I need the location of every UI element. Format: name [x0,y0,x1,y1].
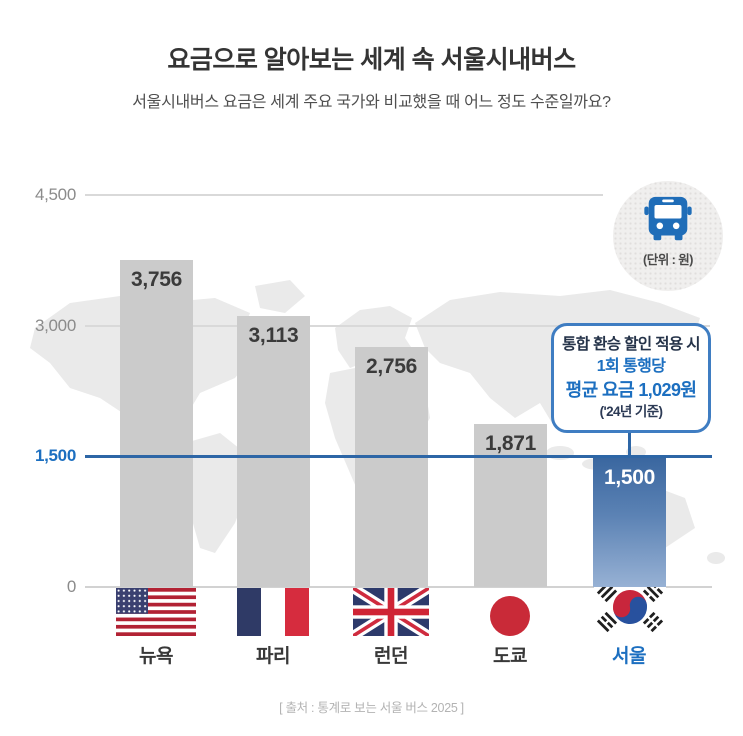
callout-line2: 1회 통행당 [596,358,666,375]
city-label-newyork: 뉴욕 [139,646,173,667]
city-label-paris: 파리 [256,646,290,667]
city-label-seoul: 서울 [612,646,646,667]
ytick-1500: 1,500 [34,446,76,466]
bar-paris: 3,113 [237,315,310,587]
page-title: 요금으로 알아보는 세계 속 서울시내버스 [167,46,576,74]
gridline-3000 [85,324,710,327]
callout-line3: 평균 요금 1,029원 [565,380,697,400]
callout-line4: ('24년 기준) [599,404,663,419]
bar-seoul-highlight: 1,500 [593,456,666,587]
city-label-london: 런던 [374,646,408,667]
bar-value-tokyo: 1,871 [484,432,537,455]
highlight-line-1500 [85,454,712,458]
bar-value-london: 2,756 [365,354,418,378]
bar-london: 2,756 [355,346,428,587]
bar-newyork: 3,756 [120,259,193,587]
bus-icon [644,196,692,241]
source-note: [ 출처 : 통계로 보는 서울 버스 2025 ] [279,701,464,715]
baseline-axis [85,586,712,588]
ytick-0: 0 [66,577,76,596]
bar-value-seoul: 1,500 [603,466,656,490]
korea-flag-icon [594,584,666,636]
callout-connector-line [628,425,631,456]
bar-value-newyork: 3,756 [130,267,183,291]
city-label-tokyo: 도쿄 [493,646,527,667]
japan-flag-icon [470,590,550,638]
us-flag-icon [116,588,196,636]
unit-label: (단위 : 원) [643,253,693,267]
france-flag-icon [237,588,309,636]
callout-box: 통합 환승 할인 적용 시 1회 통행당 평균 요금 1,029원 ('24년 … [551,323,711,433]
page-subtitle: 서울시내버스 요금은 세계 주요 국가와 비교했을 때 어느 정도 수준일까요? [132,94,611,111]
ytick-4500: 4,500 [34,185,76,204]
ytick-3000: 3,000 [34,315,76,335]
callout-line1: 통합 환승 할인 적용 시 [562,336,700,353]
bar-value-paris: 3,113 [248,323,299,347]
unit-badge: (단위 : 원) [613,181,723,291]
bar-tokyo: 1,871 [474,424,547,587]
gridline-4500 [85,194,603,196]
uk-flag-icon [353,588,429,636]
